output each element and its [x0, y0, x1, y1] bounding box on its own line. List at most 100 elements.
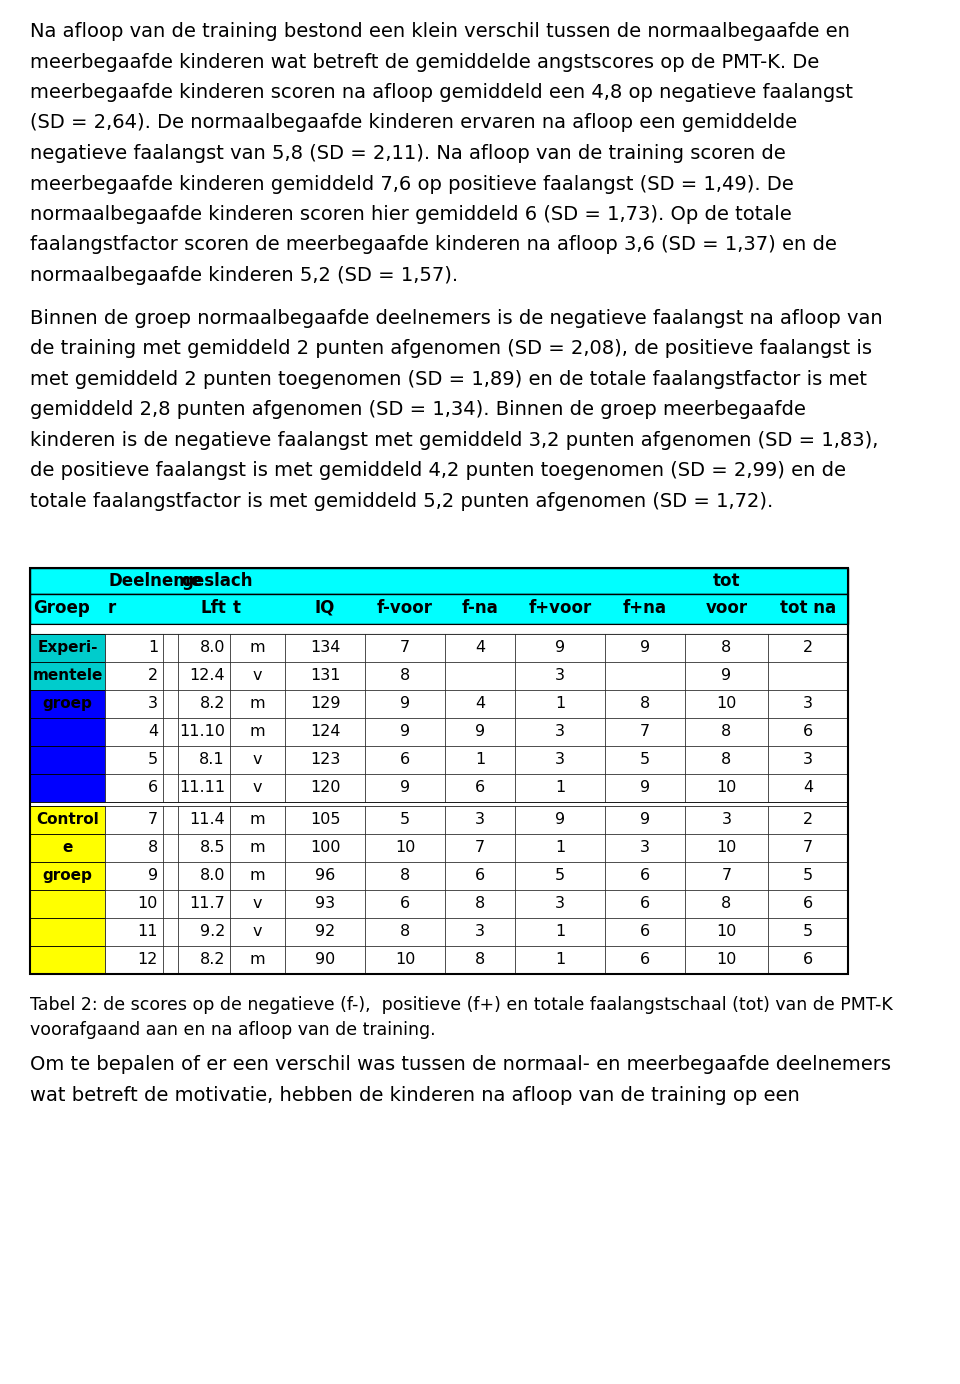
Text: 7: 7	[475, 840, 485, 855]
Bar	[445, 890, 515, 918]
Text: 6: 6	[400, 753, 410, 768]
Text: 8: 8	[721, 641, 732, 656]
Bar	[605, 890, 685, 918]
Bar	[30, 567, 848, 594]
Text: 11: 11	[137, 925, 158, 940]
Bar	[30, 567, 848, 974]
Bar	[365, 634, 445, 662]
Text: kinderen is de negatieve faalangst met gemiddeld 3,2 punten afgenomen (SD = 1,83: kinderen is de negatieve faalangst met g…	[30, 430, 878, 450]
Text: 3: 3	[555, 724, 565, 739]
Bar	[768, 746, 848, 774]
Text: de positieve faalangst is met gemiddeld 4,2 punten toegenomen (SD = 2,99) en de: de positieve faalangst is met gemiddeld …	[30, 461, 846, 480]
Text: 6: 6	[640, 868, 650, 883]
Text: v: v	[252, 781, 262, 796]
Text: negatieve faalangst van 5,8 (SD = 2,11). Na afloop van de training scoren de: negatieve faalangst van 5,8 (SD = 2,11).…	[30, 144, 785, 163]
Bar	[178, 805, 230, 835]
Text: v: v	[252, 753, 262, 768]
Text: 134: 134	[310, 641, 340, 656]
Text: 3: 3	[475, 925, 485, 940]
Bar	[230, 890, 285, 918]
Bar	[30, 691, 105, 718]
Bar	[768, 662, 848, 691]
Text: 1: 1	[555, 781, 565, 796]
Bar	[365, 918, 445, 945]
Bar	[768, 718, 848, 746]
Bar	[445, 835, 515, 862]
Bar	[285, 890, 365, 918]
Bar	[105, 890, 163, 918]
Bar	[230, 746, 285, 774]
Text: v: v	[252, 925, 262, 940]
Bar	[515, 918, 605, 945]
Bar	[178, 835, 230, 862]
Bar	[230, 835, 285, 862]
Text: 11.7: 11.7	[189, 897, 225, 912]
Bar	[30, 774, 105, 801]
Text: geslach: geslach	[181, 572, 252, 590]
Bar	[365, 691, 445, 718]
Text: 8: 8	[721, 753, 732, 768]
Bar	[685, 718, 768, 746]
Bar	[230, 662, 285, 691]
Bar	[605, 746, 685, 774]
Bar	[105, 774, 163, 801]
Text: 8: 8	[721, 897, 732, 912]
Bar	[605, 691, 685, 718]
Text: faalangstfactor scoren de meerbegaafde kinderen na afloop 3,6 (SD = 1,37) en de: faalangstfactor scoren de meerbegaafde k…	[30, 235, 837, 255]
Bar	[178, 862, 230, 890]
Bar	[30, 918, 105, 945]
Text: 1: 1	[555, 696, 565, 711]
Text: 8: 8	[640, 696, 650, 711]
Bar	[605, 835, 685, 862]
Text: 3: 3	[722, 812, 732, 828]
Bar	[685, 805, 768, 835]
Text: 9: 9	[555, 812, 565, 828]
Bar	[515, 862, 605, 890]
Bar	[685, 862, 768, 890]
Text: m: m	[250, 641, 265, 656]
Text: 120: 120	[310, 781, 340, 796]
Text: 2: 2	[148, 668, 158, 684]
Bar	[105, 945, 163, 974]
Text: 8: 8	[475, 952, 485, 967]
Bar	[230, 718, 285, 746]
Bar	[445, 746, 515, 774]
Bar	[685, 890, 768, 918]
Text: 1: 1	[555, 925, 565, 940]
Bar	[230, 805, 285, 835]
Bar	[230, 774, 285, 801]
Bar	[163, 774, 178, 801]
Bar	[178, 634, 230, 662]
Bar	[768, 835, 848, 862]
Text: Experi-: Experi-	[37, 641, 98, 656]
Bar	[605, 634, 685, 662]
Bar	[178, 890, 230, 918]
Text: 123: 123	[310, 753, 340, 768]
Bar	[605, 805, 685, 835]
Text: 6: 6	[803, 897, 813, 912]
Bar	[230, 862, 285, 890]
Text: m: m	[250, 868, 265, 883]
Bar	[178, 746, 230, 774]
Text: mentele: mentele	[33, 668, 103, 684]
Text: 3: 3	[555, 897, 565, 912]
Bar	[105, 662, 163, 691]
Text: m: m	[250, 724, 265, 739]
Bar	[230, 945, 285, 974]
Bar	[365, 862, 445, 890]
Text: tot: tot	[712, 572, 740, 590]
Text: 90: 90	[315, 952, 335, 967]
Text: 8: 8	[148, 840, 158, 855]
Bar	[30, 594, 848, 624]
Text: 6: 6	[640, 952, 650, 967]
Bar	[285, 862, 365, 890]
Text: 6: 6	[475, 781, 485, 796]
Text: 7: 7	[721, 868, 732, 883]
Text: 93: 93	[315, 897, 335, 912]
Bar	[163, 718, 178, 746]
Text: 5: 5	[803, 868, 813, 883]
Bar	[365, 805, 445, 835]
Bar	[30, 862, 105, 890]
Bar	[685, 835, 768, 862]
Text: 8.2: 8.2	[200, 952, 225, 967]
